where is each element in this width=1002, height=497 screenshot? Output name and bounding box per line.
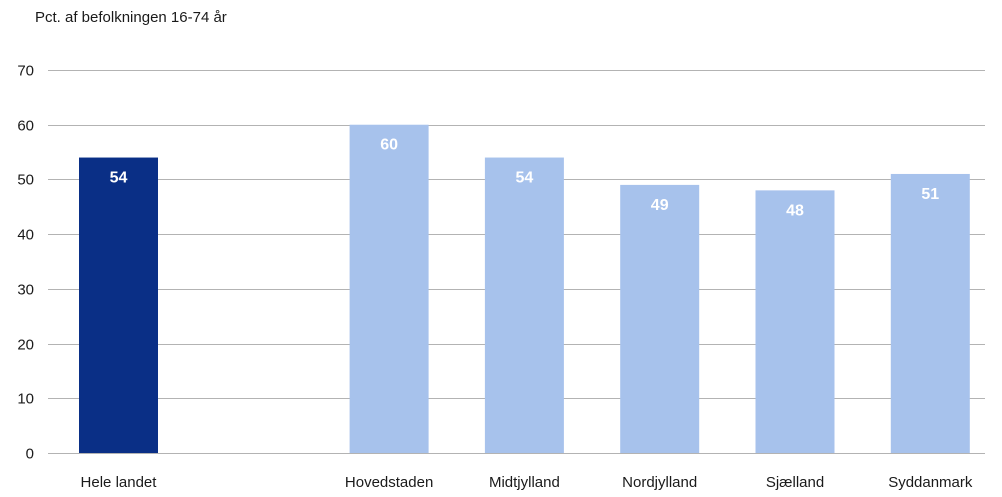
bar: [755, 190, 835, 453]
data-label: 54: [516, 170, 534, 187]
bar: [349, 124, 429, 453]
data-label: 51: [921, 186, 939, 203]
bars: 54 60 54 49 48 51: [79, 124, 970, 454]
bar: [890, 173, 970, 453]
data-label: 60: [380, 137, 398, 154]
x-tick-label: Sjælland: [766, 474, 824, 491]
bar: [79, 157, 158, 454]
y-tick-label: 20: [17, 337, 34, 354]
y-tick-label: 10: [17, 391, 34, 408]
y-tick-label: 0: [26, 446, 34, 463]
y-tick-label: 40: [17, 227, 34, 244]
x-axis-labels: Hele landet Hovedstaden Midtjylland Nordjyl…: [81, 474, 973, 491]
y-tick-label: 50: [17, 172, 34, 189]
x-tick-label: Hele landet: [81, 474, 158, 491]
x-tick-label: Hovedstaden: [345, 474, 433, 491]
y-tick-label: 70: [17, 63, 34, 80]
data-label: 54: [110, 170, 128, 187]
data-label: 49: [651, 197, 669, 214]
x-tick-label: Midtjylland: [489, 474, 560, 491]
data-label: 48: [786, 202, 804, 219]
bar: [484, 157, 564, 454]
x-tick-label: Syddanmark: [888, 474, 973, 491]
y-axis-ticks: 0 10 20 30 40 50 60 70: [17, 63, 34, 463]
x-tick-label: Nordjylland: [622, 474, 697, 491]
y-axis-label: Pct. af befolkningen 16-74 år: [35, 9, 227, 26]
bar: [620, 184, 700, 453]
y-tick-label: 30: [17, 282, 34, 299]
y-tick-label: 60: [17, 118, 34, 135]
